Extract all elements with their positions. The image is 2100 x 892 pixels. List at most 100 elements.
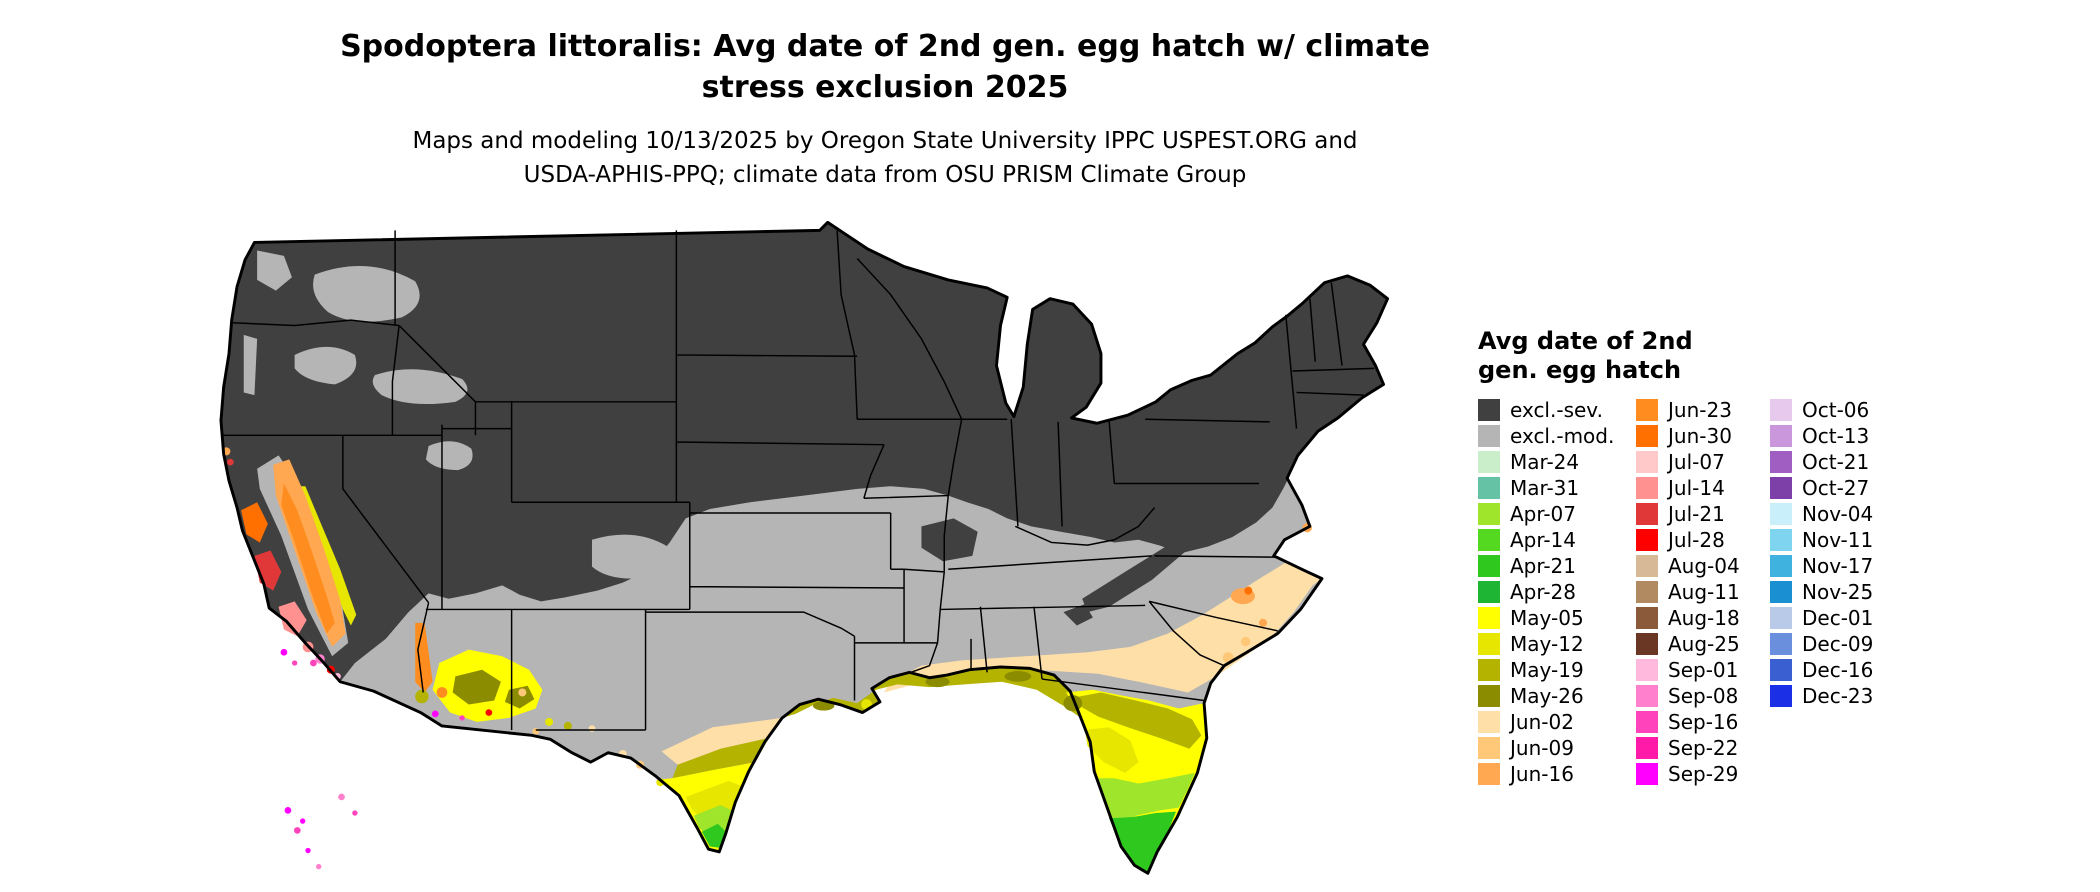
legend-entry: Apr-14	[1478, 527, 1636, 553]
legend-swatch	[1636, 555, 1658, 577]
subtitle: Maps and modeling 10/13/2025 by Oregon S…	[0, 124, 1770, 192]
legend-swatch	[1636, 659, 1658, 681]
legend-swatch	[1770, 503, 1792, 525]
map-dot	[518, 688, 527, 697]
legend-entry: Jun-09	[1478, 735, 1636, 761]
legend-swatch	[1770, 425, 1792, 447]
legend-swatch	[1770, 633, 1792, 655]
map-region-puget-lowland	[257, 250, 292, 291]
legend-swatch	[1770, 555, 1792, 577]
legend-swatch	[1770, 399, 1792, 421]
legend-entry-label: Apr-21	[1510, 554, 1576, 578]
legend-entry-label: Oct-27	[1802, 476, 1870, 500]
legend-entry-label: Dec-01	[1802, 606, 1874, 630]
legend-swatch	[1770, 607, 1792, 629]
map-region-may26-blob	[812, 701, 835, 711]
legend-entry-label: Sep-01	[1668, 658, 1739, 682]
map-state-borders	[223, 230, 1375, 731]
legend-swatch	[1636, 399, 1658, 421]
map-region-snake-plain	[372, 369, 468, 405]
legend-entry-label: Apr-14	[1510, 528, 1576, 552]
map-region-arizona-may26	[452, 669, 501, 705]
legend-swatch	[1478, 659, 1500, 681]
map-national-outline	[219, 220, 1390, 875]
legend-entry: Apr-21	[1478, 553, 1636, 579]
legend-entry-label: Nov-25	[1802, 580, 1874, 604]
map-dot	[588, 725, 596, 732]
map-region-may26-blob	[925, 676, 950, 688]
legend-entry: Jun-30	[1636, 423, 1770, 449]
legend-entry: May-26	[1478, 683, 1636, 709]
legend-entry: Aug-18	[1636, 605, 1770, 631]
legend-swatch	[1478, 503, 1500, 525]
legend-entry-label: Oct-06	[1802, 398, 1870, 422]
legend-entry: Aug-04	[1636, 553, 1770, 579]
legend-swatch	[1770, 685, 1792, 707]
legend-swatch	[1478, 737, 1500, 759]
map-region-west-virginia-dark	[1135, 486, 1206, 546]
legend-entry: May-12	[1478, 631, 1636, 657]
map-dot	[431, 710, 439, 718]
legend-entry-label: Oct-21	[1802, 450, 1870, 474]
header: Spodoptera littoralis: Avg date of 2nd g…	[0, 26, 1770, 192]
map-region-florida-apr07	[1098, 772, 1195, 827]
legend-entry-label: Dec-16	[1802, 658, 1874, 682]
legend-entry: Jul-14	[1636, 475, 1770, 501]
legend-entry-label: excl.-mod.	[1510, 424, 1615, 448]
legend-entry-label: Jun-16	[1510, 762, 1574, 786]
map-dot	[436, 687, 448, 698]
legend-entry: Sep-29	[1636, 761, 1770, 787]
legend-entry-label: Aug-25	[1668, 632, 1740, 656]
legend-entry-label: Dec-23	[1802, 684, 1874, 708]
legend-entry-label: Jul-07	[1668, 450, 1725, 474]
map-region-ozark-dark	[921, 518, 978, 562]
page-title-line1: Spodoptera littoralis: Avg date of 2nd g…	[340, 29, 1430, 64]
legend-swatch	[1478, 711, 1500, 733]
map-dot-baja	[316, 863, 322, 870]
legend-swatch	[1478, 425, 1500, 447]
map-dot	[280, 648, 288, 656]
legend-entry: excl.-mod.	[1478, 423, 1636, 449]
legend-swatch	[1636, 477, 1658, 499]
legend-entry-label: Sep-16	[1668, 710, 1739, 734]
map-region-willamette-valley	[243, 334, 258, 396]
legend-entry: May-19	[1478, 657, 1636, 683]
legend-entry-label: May-05	[1510, 606, 1584, 630]
legend-swatch	[1770, 581, 1792, 603]
legend-entry-label: excl.-sev.	[1510, 398, 1603, 422]
legend-entry-label: Jun-23	[1668, 398, 1732, 422]
map-region-florida-may12	[1084, 727, 1139, 773]
map-dot-baja	[284, 806, 292, 814]
legend-entry: Nov-17	[1770, 553, 1910, 579]
legend-swatch	[1636, 503, 1658, 525]
map-dot	[1259, 618, 1268, 627]
legend-entry-label: Jun-09	[1510, 736, 1574, 760]
legend-entry-label: Apr-28	[1510, 580, 1576, 604]
subtitle-line1: Maps and modeling 10/13/2025 by Oregon S…	[412, 128, 1358, 154]
legend-entry-label: Nov-17	[1802, 554, 1874, 578]
map-region-columbia-basin	[313, 265, 420, 322]
legend-entry: Oct-13	[1770, 423, 1910, 449]
legend-entry-label: Jul-14	[1668, 476, 1725, 500]
legend-swatch	[1478, 451, 1500, 473]
legend-entry: Sep-01	[1636, 657, 1770, 683]
legend-entry-label: Oct-13	[1802, 424, 1870, 448]
legend-swatch	[1636, 685, 1658, 707]
legend-swatch	[1636, 763, 1658, 785]
legend-entry: Jun-16	[1478, 761, 1636, 787]
map-dot	[1244, 586, 1253, 595]
legend-entry: Sep-08	[1636, 683, 1770, 709]
legend-entry-label: Sep-22	[1668, 736, 1739, 760]
map-region-excluded-moderate-band	[340, 470, 1322, 874]
legend-entry: Dec-16	[1770, 657, 1910, 683]
legend-entry-label: Dec-09	[1802, 632, 1874, 656]
legend-entry: Dec-09	[1770, 631, 1910, 657]
legend-entry: Oct-27	[1770, 475, 1910, 501]
legend-entry-label: Jul-28	[1668, 528, 1725, 552]
map-region-florida-apr21	[1108, 811, 1176, 874]
legend-swatch	[1478, 399, 1500, 421]
map-region-texas-jun02	[661, 717, 783, 765]
us-map-svg	[219, 220, 1390, 875]
legend-swatch	[1636, 529, 1658, 551]
